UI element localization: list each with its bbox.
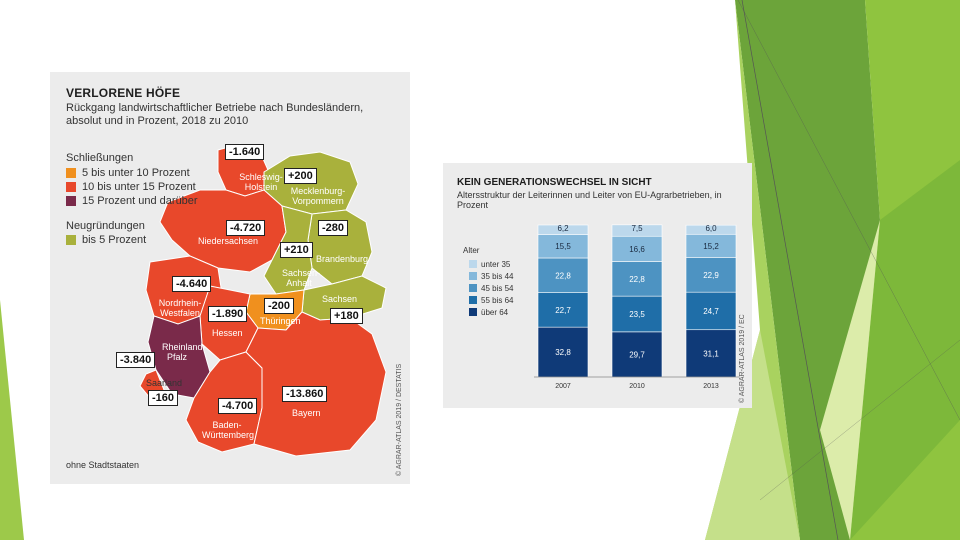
bar-2010-series-4 [611,224,663,237]
bar-label-2007-series-4: 6,2 [557,224,569,233]
legend-new-title: Neugründungen [66,220,145,232]
deco-facet-3 [705,0,800,540]
value-rheinland-pfalz: -3.840 [116,352,156,368]
stacked-bar-chart: 32,8 22,7 22,8 15,5 6,2 2007 29,7 23,5 22,8 16,6 7… [463,224,740,390]
deco-line-1 [741,0,839,540]
label-niedersachsen: Niedersachsen [198,236,259,246]
legend-closure-label-3: 15 Prozent und darüber [82,195,198,207]
label-schleswig-holstein: Schleswig-Holstein [239,172,283,192]
bar-label-2010-series-0: 29,7 [629,350,645,359]
label-hessen: Hessen [212,328,243,338]
label-sachsen-anhalt: Sachsen-Anhalt [282,268,321,288]
value-mecklenburg-vorpommern: +200 [284,168,317,184]
label-brandenburg: Brandenburg [316,254,369,264]
bar-label-2007-series-3: 15,5 [555,242,571,251]
deco-line-3 [759,339,960,501]
legend-label-0: unter 35 [481,260,511,269]
legend-label-4: über 64 [481,308,509,317]
deco-facet-6 [820,220,880,540]
bar-label-2010-series-1: 23,5 [629,310,645,319]
x-tick-2010: 2010 [629,383,645,390]
chart-credit: © AGRAR-ATLAS 2019 / EC [739,314,746,403]
value-sachsen-anhalt: +210 [280,242,313,258]
legend-swatch-closure-1 [66,168,76,178]
bar-label-2013-series-3: 15,2 [703,242,719,251]
x-tick-2007: 2007 [555,383,571,390]
value-baden-wuerttemberg: -4.700 [218,398,258,414]
label-rheinland-pfalz: Rheinland-Pfalz [162,342,206,362]
legend-label-1: 35 bis 44 [481,272,514,281]
bar-label-2010-series-2: 22,8 [629,275,645,284]
value-thueringen: -200 [264,298,295,314]
bar-2010-series-0 [611,331,663,378]
value-brandenburg: -280 [318,220,349,236]
legend-swatch-closure-3 [66,196,76,206]
legend-swatch-4 [469,308,477,316]
value-niedersachsen: -4.720 [226,220,266,236]
label-baden-wuerttemberg: Baden-Württemberg [202,420,255,440]
map-footnote: ohne Stadtstaaten [66,460,140,470]
bar-label-2013-series-4: 6,0 [705,224,717,233]
bar-label-2013-series-2: 22,9 [703,271,719,280]
label-bayern: Bayern [292,408,321,418]
bar-label-2010-series-3: 16,6 [629,245,645,254]
map-credit: © AGRAR-ATLAS 2019 / DESTATIS [396,363,403,476]
legend-swatch-new-1 [66,235,76,245]
value-hessen: -1.890 [208,306,248,322]
map-subtitle: Rückgang landwirtschaftlicher Betriebe n… [66,102,364,127]
value-schleswig-holstein: -1.640 [225,144,265,160]
x-tick-2013: 2013 [703,383,719,390]
legend-title: Alter [463,246,480,255]
label-thueringen: Thüringen [260,316,301,326]
legend-closure-label-1: 5 bis unter 10 Prozent [82,167,190,179]
bar-2007-series-1 [537,292,589,328]
legend-label-2: 45 bis 54 [481,284,514,293]
label-saarland: Saarland [146,378,183,388]
chart-subtitle: Altersstruktur der Leiterinnen und Leite… [457,190,722,210]
legend-swatch-closure-2 [66,182,76,192]
legend-swatch-3 [469,296,477,304]
deco-left-sliver [0,300,24,540]
legend-label-3: 55 bis 64 [481,296,514,305]
bar-label-2007-series-0: 32,8 [555,348,571,357]
bar-2013-series-1 [685,291,737,331]
value-sachsen: +180 [330,308,363,324]
legend-swatch-2 [469,284,477,292]
label-mecklenburg-vorpommern: Mecklenburg-Vorpommern [290,186,346,206]
map-title: VERLORENE HÖFE [66,86,181,100]
legend-closure-label-2: 10 bis unter 15 Prozent [82,181,196,193]
chart-title: KEIN GENERATIONSWECHSEL IN SICHT [457,177,652,188]
legend-new-label-1: bis 5 Prozent [82,234,147,246]
value-bayern: -13.860 [282,386,328,402]
region-bayern [245,311,387,457]
bar-2013-series-0 [685,329,737,378]
bar-label-2010-series-4: 7,5 [631,224,643,233]
bar-2010-series-3 [611,235,663,262]
deco-line-2 [737,0,960,421]
bar-label-2007-series-1: 22,7 [555,306,571,315]
bar-label-2013-series-0: 31,1 [703,349,719,358]
bar-2013-series-4 [685,224,737,235]
value-saarland: -160 [148,390,179,406]
bar-2010-series-2 [611,261,663,297]
bar-2010-series-1 [611,295,663,333]
label-sachsen: Sachsen [322,294,358,304]
legend-closures-title: Schließungen [66,152,134,164]
label-nordrhein-westfalen: Nordrhein-Westfalen [158,298,202,318]
age-structure-chart: 32,8 22,7 22,8 15,5 6,2 2007 29,7 23,5 22,8 16,6 7… [443,163,752,408]
bar-label-2013-series-1: 24,7 [703,307,719,316]
map-infographic: VERLORENE HÖFE Rückgang landwirtschaftli… [50,72,410,484]
bar-2013-series-2 [685,257,737,293]
deco-facet-5 [850,160,960,540]
bar-2007-series-0 [537,326,589,378]
deco-facet-4 [705,330,800,540]
bar-2007-series-4 [537,224,589,235]
value-nordrhein-westfalen: -4.640 [172,276,212,292]
legend-swatch-0 [469,260,477,268]
legend-swatch-1 [469,272,477,280]
bar-label-2007-series-2: 22,8 [555,271,571,280]
